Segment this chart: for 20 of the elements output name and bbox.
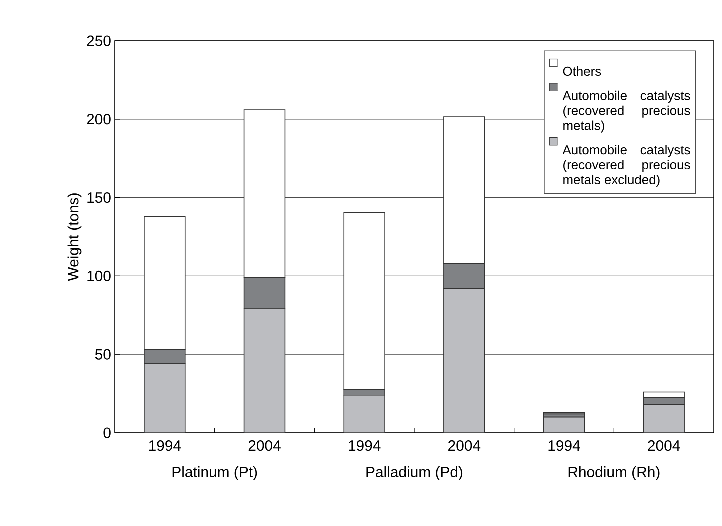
legend-label: Automobile catalysts (recovered precious metals) (562, 90, 690, 133)
x-tick-label: 1994 (149, 440, 182, 452)
text: Palladium (Pd) (366, 466, 463, 480)
x-tick-label: 1994 (548, 440, 580, 452)
y-tick-label: 200 (87, 114, 111, 125)
x-tick-label: 2004 (448, 440, 481, 452)
x-tick-label: 1994 (349, 440, 381, 452)
y-tick-label: 250 (87, 36, 111, 46)
bar (543, 416, 586, 434)
y-tick-label: 100 (88, 270, 111, 282)
y-axis-title: Weight (tons) (68, 194, 82, 282)
y-tick-label: 150 (88, 192, 111, 204)
y-tick-label: 0 (104, 428, 111, 438)
x-tick-label: 2004 (648, 440, 680, 452)
legend-label: Others (563, 66, 602, 76)
text: Rhodium (Rh) (568, 466, 660, 480)
x-tick-label: 2004 (248, 440, 281, 452)
text: Platinum (Pt) (172, 466, 258, 480)
legend-label: Automobile catalysts (recovered precious metals excluded) (562, 145, 690, 188)
y-tick-label: 50 (95, 349, 111, 360)
